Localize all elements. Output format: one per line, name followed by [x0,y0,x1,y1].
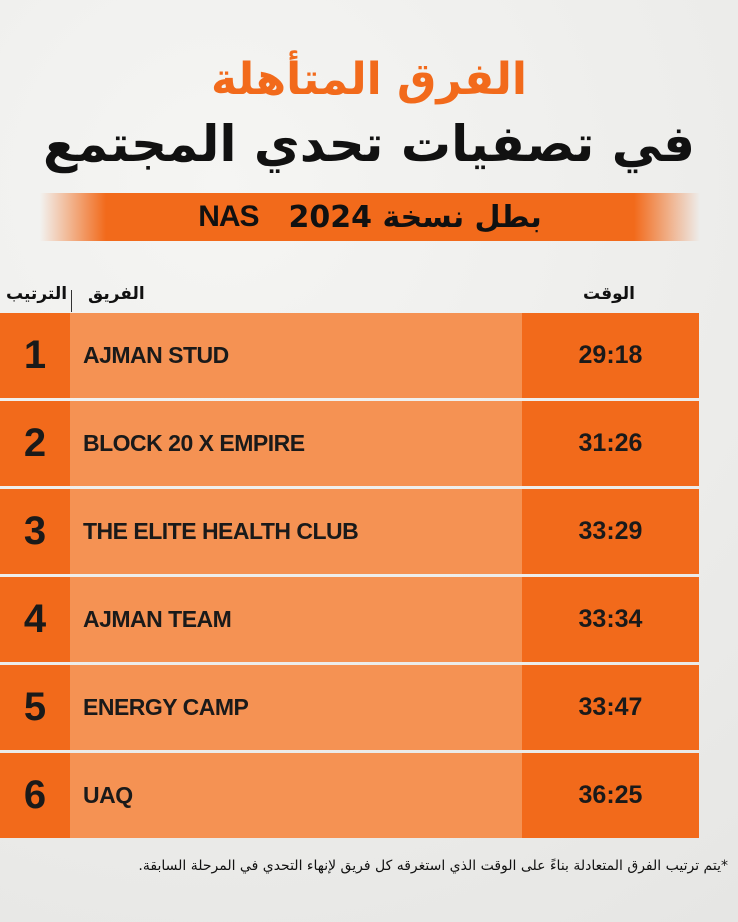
rank-value: 3 [23,509,47,553]
rank-cell: 6 [0,753,70,838]
edition-banner: NAS بطل نسخة 2024 [40,193,700,241]
time-value: 36:25 [522,753,699,838]
table-row: 5 ENERGY CAMP 33:47 [0,665,699,750]
team-name: UAQ [83,782,133,808]
time-value: 33:34 [522,577,699,662]
header-divider [71,290,72,312]
table-row: 1 AJMAN STUD 29:18 [0,313,699,398]
header-team: الفريق [88,284,145,304]
time-value: 31:26 [522,401,699,486]
table-row: 3 THE ELITE HEALTH CLUB 33:29 [0,489,699,574]
team-name: AJMAN TEAM [83,606,232,632]
title-secondary: في تصفيات تحدي المجتمع [42,115,696,173]
time-value: 29:18 [522,313,699,398]
rank-cell: 3 [0,489,70,574]
rank-value: 5 [23,685,47,729]
rank-cell: 5 [0,665,70,750]
header-rank: الترتيب [6,284,68,304]
team-name: AJMAN STUD [83,342,229,368]
results-table: 1 AJMAN STUD 29:18 2 BLOCK 20 X EMPIRE 3… [0,313,699,841]
team-name: THE ELITE HEALTH CLUB [83,518,359,544]
team-name: ENERGY CAMP [83,694,249,720]
rank-value: 2 [23,421,47,465]
table-row: 4 AJMAN TEAM 33:34 [0,577,699,662]
time-value: 33:29 [522,489,699,574]
rank-cell: 2 [0,401,70,486]
rank-value: 4 [23,597,47,641]
rank-cell: 1 [0,313,70,398]
team-name: BLOCK 20 X EMPIRE [83,430,305,456]
time-value: 33:47 [522,665,699,750]
rank-cell: 4 [0,577,70,662]
table-row: 2 BLOCK 20 X EMPIRE 31:26 [0,401,699,486]
footnote: *يتم ترتيب الفرق المتعادلة بناءً على الو… [138,858,728,874]
brand-label: NAS [198,200,259,233]
header-time: الوقت [583,284,635,304]
title-primary: الفرق المتأهلة [210,54,528,105]
edition-subtitle: بطل نسخة 2024 [288,199,542,235]
rank-value: 1 [23,333,47,377]
table-row: 6 UAQ 36:25 [0,753,699,838]
rank-value: 6 [23,773,47,817]
